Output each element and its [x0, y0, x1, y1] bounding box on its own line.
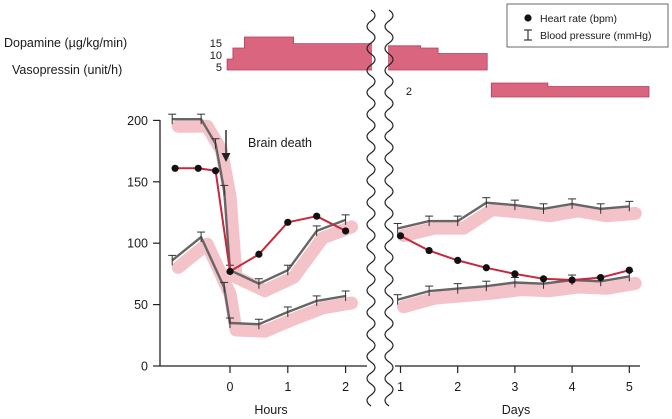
bp-diastolic-band-hours [171, 237, 359, 338]
bp-systolic-tbar [596, 203, 605, 214]
heart-rate-point [425, 246, 433, 255]
dopamine-label: Dopamine (µg/kg/min) [4, 36, 127, 50]
vasopressin-label: Vasopressin (unit/h) [12, 63, 122, 77]
bp-systolic-tbar [254, 278, 263, 289]
x-axis-title-days: Days [502, 403, 530, 417]
bp-systolic-tbar [220, 184, 229, 196]
heart-rate-point [482, 264, 490, 272]
bp-systolic-tbar [168, 113, 177, 125]
bp-diastolic-tbar [226, 317, 234, 329]
bp-systolic-tbar [393, 222, 402, 234]
bp-diastolic-tbar [482, 280, 491, 292]
bp-diastolic-tbar [197, 231, 206, 243]
dopamine-level-15: 15 [210, 38, 222, 50]
vasopressin-infusion-bar [490, 82, 650, 98]
bp-systolic-tbar [211, 138, 220, 149]
heart-rate-point [597, 273, 605, 282]
bp-systolic-tbar [425, 215, 434, 227]
bp-systolic-tbar [539, 203, 548, 214]
axis-break [366, 9, 394, 407]
x-tick-label: 2 [454, 380, 461, 394]
infusion-bars [226, 36, 650, 98]
y-tick-label: 0 [141, 360, 148, 374]
bp-diastolic-tbar [168, 254, 177, 266]
heart-rate-point [396, 232, 405, 240]
bp-systolic-band-days [397, 203, 642, 242]
axis-break-gap [372, 10, 388, 400]
x-tick-label: 1 [284, 380, 291, 394]
legend: Heart rate (bpm) Blood pressure (mmHg) [506, 3, 669, 48]
legend-blood-pressure-label: Blood pressure (mmHg) [540, 30, 651, 42]
bp-systolic-tbar [453, 215, 462, 227]
x-tick-label: 5 [626, 380, 633, 394]
bp-systolic-tbar [312, 225, 321, 236]
y-tick-label: 100 [127, 237, 148, 251]
legend-box [506, 3, 669, 48]
bp-systolic-band-hours [171, 119, 359, 298]
x-tick-label: 1 [397, 380, 404, 394]
y-tick-label: 200 [127, 114, 148, 128]
y-tick-label: 150 [127, 175, 148, 189]
axis-break-line-right [384, 9, 394, 407]
heart-rate-point [284, 218, 292, 226]
heart-rate-point [342, 227, 350, 235]
bp-diastolic-tbar [393, 294, 402, 305]
y-ticks: 0 50 100 150 200 [127, 114, 160, 374]
bp-systolic-tbar [625, 200, 634, 212]
x-tick-label: 4 [569, 380, 576, 394]
legend-blood-pressure-marker [524, 29, 532, 41]
bp-diastolic-tbar [220, 281, 229, 293]
heart-rate-point [511, 270, 519, 278]
brain-death-arrow-head [221, 153, 231, 162]
heart-rate-point [255, 250, 263, 258]
heart-rate-point [539, 275, 548, 283]
bp-diastolic-tbar [341, 290, 350, 302]
bp-diastolic-tbar [283, 306, 292, 317]
x-tick-label: 3 [511, 380, 518, 394]
bp-systolic-tbar [197, 113, 206, 125]
bp-diastolic-tbar [453, 283, 462, 294]
x-tick-label: 0 [227, 380, 234, 394]
vasopressin-level-2: 2 [406, 86, 412, 98]
brain-death-annotation: Brain death [248, 136, 312, 150]
heart-rate-point [194, 164, 202, 172]
bp-diastolic-line-hours [171, 235, 346, 326]
x-tick-label: 2 [342, 380, 349, 394]
bp-systolic-tbar [510, 199, 519, 211]
dopamine-level-5: 5 [216, 62, 222, 74]
y-tick-label: 50 [134, 298, 148, 312]
legend-heart-rate-marker [524, 14, 532, 22]
bp-diastolic-tbar [312, 295, 321, 306]
heart-rate-point [568, 276, 576, 284]
bp-systolic-tbar [283, 264, 292, 276]
bp-systolic-tbar [482, 197, 491, 208]
dopamine-infusion-bar [226, 36, 488, 71]
bp-systolic-tbar [568, 198, 577, 209]
heart-rate-point [226, 267, 234, 276]
bp-diastolic-band-days [397, 276, 642, 314]
heart-rate-series [171, 164, 633, 284]
heart-rate-point [211, 167, 220, 175]
pressure-bands [171, 119, 642, 338]
bp-systolic-tbar [341, 214, 350, 225]
legend-heart-rate-label: Heart rate (bpm) [540, 13, 617, 25]
bp-diastolic-tbar [425, 285, 434, 297]
heart-rate-point [625, 266, 633, 274]
x-axis-title-hours: Hours [254, 403, 287, 417]
heart-rate-point [313, 212, 321, 220]
bp-diastolic-tbar [254, 318, 263, 330]
heart-rate-point [454, 256, 462, 264]
heart-rate-point [171, 164, 179, 172]
dopamine-level-10: 10 [210, 50, 222, 62]
axis-break-line-left [366, 9, 376, 407]
x-ticks: 0 1 2 1 2 3 4 5 [227, 366, 633, 394]
